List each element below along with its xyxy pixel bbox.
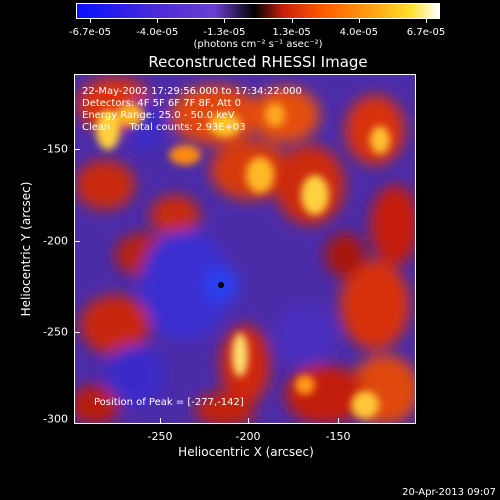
y-tick-label: -150 bbox=[43, 142, 68, 156]
annotation-energy: Energy Range: 25.0 - 50.0 keV bbox=[82, 110, 235, 121]
colorbar bbox=[76, 3, 440, 19]
colorbar-tick-mark bbox=[90, 18, 91, 23]
x-tick-label: -250 bbox=[147, 430, 173, 443]
y-tick-mark bbox=[74, 149, 80, 150]
hot-emission-blob bbox=[116, 103, 144, 127]
warm-emission-blob bbox=[75, 385, 120, 423]
colorbar-tick-mark bbox=[224, 18, 226, 23]
colorbar-tick-label: -1.3e-05 bbox=[203, 27, 246, 38]
annotation-counts: Clean Total counts: 2.93E+03 bbox=[82, 122, 246, 133]
colorbar-tick-mark bbox=[291, 18, 293, 23]
colorbar-tick-label: 6.7e-05 bbox=[406, 27, 446, 38]
x-tick-mark bbox=[338, 418, 339, 424]
x-tick-label: -150 bbox=[325, 430, 351, 443]
timestamp: 20-Apr-2013 09:07 bbox=[402, 487, 496, 498]
hot-emission-blob bbox=[246, 157, 274, 193]
warm-emission-blob bbox=[80, 295, 150, 355]
hot-emission-blob bbox=[301, 175, 329, 215]
y-tick-label: -300 bbox=[43, 412, 68, 426]
annotation-detectors: Detectors: 4F 5F 6F 7F 8F, Att 0 bbox=[82, 98, 242, 109]
warm-emission-blob bbox=[370, 185, 415, 265]
colorbar-tick-label: 1.3e-05 bbox=[272, 27, 311, 38]
colorbar-tick-label: 4.0e-05 bbox=[339, 27, 378, 38]
warm-emission-blob bbox=[75, 160, 135, 210]
image-plot bbox=[74, 74, 416, 424]
hot-emission-blob bbox=[96, 110, 120, 150]
y-tick-label: -200 bbox=[43, 234, 68, 248]
colorbar-units: (photons cm⁻² s⁻¹ asec⁻²) bbox=[193, 39, 323, 50]
annotation-peak-position: Position of Peak = [-277,-142] bbox=[94, 397, 244, 408]
annotation-time: 22-May-2002 17:29:56.000 to 17:34:22.000 bbox=[82, 86, 302, 97]
x-tick-label: -200 bbox=[235, 430, 261, 443]
colorbar-tick-label: -4.0e-05 bbox=[136, 27, 179, 38]
colorbar-tick-mark bbox=[358, 18, 360, 23]
hot-emission-blob bbox=[370, 126, 390, 154]
cool-emission-blob bbox=[105, 345, 165, 405]
warm-emission-blob bbox=[340, 260, 410, 350]
y-tick-mark bbox=[74, 332, 80, 333]
warm-emission-blob bbox=[195, 392, 255, 423]
rhessi-image bbox=[75, 75, 415, 423]
hot-emission-blob bbox=[351, 391, 379, 419]
warm-emission-blob bbox=[285, 365, 365, 423]
cool-emission-blob bbox=[140, 230, 230, 340]
x-tick-mark bbox=[248, 418, 249, 424]
hot-emission-blob bbox=[209, 113, 241, 137]
colorbar-tick-mark bbox=[426, 18, 427, 23]
peak-marker bbox=[218, 282, 224, 288]
y-axis-label: Heliocentric Y (arcsec) bbox=[19, 181, 33, 317]
image-title: Reconstructed RHESSI Image bbox=[148, 53, 368, 71]
hot-emission-blob bbox=[169, 145, 201, 165]
colorbar-tick-mark bbox=[157, 18, 159, 23]
hot-blobs bbox=[96, 103, 390, 419]
hot-emission-blob bbox=[295, 375, 315, 395]
x-tick-mark bbox=[160, 418, 161, 424]
y-tick-mark bbox=[74, 241, 80, 242]
y-tick-label: -250 bbox=[43, 325, 68, 339]
colorbar-tick-label: -6.7e-05 bbox=[69, 27, 111, 38]
hot-emission-blob bbox=[232, 333, 248, 377]
warm-emission-blob bbox=[150, 195, 200, 235]
warm-emission-blob bbox=[325, 233, 365, 277]
hot-emission-blob bbox=[265, 103, 285, 127]
x-axis-label: Heliocentric X (arcsec) bbox=[178, 445, 314, 459]
cool-emission-blob bbox=[275, 305, 335, 365]
